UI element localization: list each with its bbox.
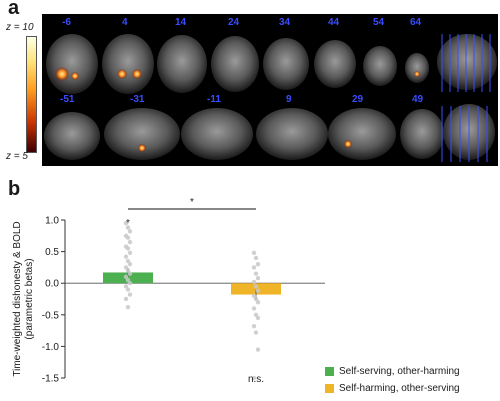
slice-label: 54: [373, 17, 385, 28]
panel-a-label: a: [8, 0, 20, 19]
panel-b-label: b: [8, 178, 21, 200]
slice-label: 4: [122, 17, 128, 28]
coronal-slice: [314, 40, 356, 88]
sagittal-slice: [104, 108, 180, 160]
coronal-slice: [46, 34, 98, 94]
coronal-slice: [102, 34, 154, 94]
data-point: [125, 268, 131, 273]
data-point: [251, 279, 257, 285]
legend-item-yellow: Self-harming, other-serving: [325, 383, 460, 394]
slice-label: 14: [175, 17, 187, 28]
slice-label: -11: [207, 94, 221, 105]
brain-slices-panel: -6 4 14 24 34 44 54 64 -51 -31 -11 9 29 …: [42, 14, 498, 166]
data-point: [127, 292, 133, 297]
data-point: [253, 330, 259, 335]
data-point: [255, 288, 261, 293]
data-point: [127, 281, 133, 286]
colorbar: z = 10 z = 5: [0, 20, 42, 170]
data-point: [251, 306, 257, 311]
slice-label: 44: [328, 17, 340, 28]
sagittal-slice: [44, 112, 100, 160]
slice-label: -51: [60, 94, 75, 105]
colorbar-bottom-label: z = 5: [6, 151, 28, 162]
coronal-slice: [263, 38, 309, 90]
slice-label: 29: [352, 94, 364, 105]
data-point: [123, 274, 129, 280]
y-axis-label-unit: (parametric betas): [24, 258, 35, 339]
data-point: [255, 262, 261, 267]
sagittal-slice: [328, 108, 396, 160]
data-point: [255, 347, 261, 352]
data-point: [253, 255, 259, 261]
colorbar-top-label: z = 10: [6, 22, 34, 33]
data-point: [125, 277, 131, 283]
slice-label: 34: [279, 17, 291, 28]
data-point: [251, 265, 257, 270]
slice-label: 24: [228, 17, 240, 28]
coronal-slice: [405, 53, 429, 83]
data-point: [255, 315, 261, 321]
legend-label-yellow: Self-harming, other-serving: [339, 383, 460, 394]
coronal-slice: [157, 35, 207, 93]
y-tick-label: -1.0: [42, 342, 60, 353]
data-point: [125, 235, 131, 240]
data-point: [253, 312, 259, 317]
comparison-marker: *: [190, 197, 194, 208]
data-point: [123, 254, 129, 259]
coronal-slice: [363, 46, 397, 86]
data-point: [123, 284, 129, 289]
slice-label: 49: [412, 94, 424, 105]
slice-label: 64: [410, 17, 422, 28]
sagittal-slice: [256, 108, 328, 160]
data-point: [253, 296, 259, 302]
data-point: [123, 296, 129, 302]
legend-swatch-yellow: [325, 384, 334, 393]
data-point: [251, 375, 257, 381]
sagittal-slice: [181, 108, 253, 160]
data-point: [125, 305, 131, 310]
legend-swatch-green: [325, 367, 334, 376]
y-tick-label: 0.0: [45, 279, 59, 290]
colorbar-gradient: [26, 36, 37, 153]
data-point: [251, 323, 257, 329]
y-tick-label: 0.5: [45, 247, 59, 258]
bar-1: [231, 283, 281, 295]
data-point: [127, 262, 133, 267]
data-point: [125, 258, 131, 264]
data-point: [123, 265, 129, 270]
data-point: [123, 220, 129, 226]
data-point: [125, 287, 131, 292]
data-point: [127, 229, 133, 234]
data-point: [125, 246, 131, 251]
legend-label-green: Self-serving, other-harming: [339, 366, 460, 377]
slice-label: 9: [286, 94, 292, 105]
data-point: [125, 225, 131, 230]
data-point: [127, 250, 133, 256]
y-axis-label: Time-weighted dishonesty & BOLD: [12, 221, 23, 376]
data-point: [253, 284, 259, 289]
y-tick-label: 1.0: [45, 216, 59, 227]
bar-chart: Time-weighted dishonesty & BOLD (parametr…: [12, 197, 325, 385]
data-point: [251, 250, 257, 256]
data-point: [127, 271, 133, 276]
coronal-slice: [211, 36, 259, 92]
sagittal-slice: [400, 109, 444, 159]
slice-label: -6: [62, 17, 71, 28]
y-tick-label: -0.5: [42, 310, 60, 321]
significance-marker-0: *: [126, 218, 130, 229]
reference-slice-sagittal: [437, 34, 497, 92]
brain-slices-image: [44, 34, 497, 162]
data-point: [253, 271, 259, 276]
data-point: [127, 239, 133, 245]
legend-item-green: Self-serving, other-harming: [325, 366, 460, 377]
data-point: [255, 299, 261, 305]
data-point: [255, 275, 261, 281]
significance-marker-1: n.s.: [248, 374, 264, 385]
y-tick-label: -1.5: [42, 374, 60, 385]
bar-0: [103, 272, 153, 284]
reference-slice-coronal: [441, 104, 495, 162]
slice-label: -31: [130, 94, 145, 105]
data-point: [251, 293, 257, 299]
